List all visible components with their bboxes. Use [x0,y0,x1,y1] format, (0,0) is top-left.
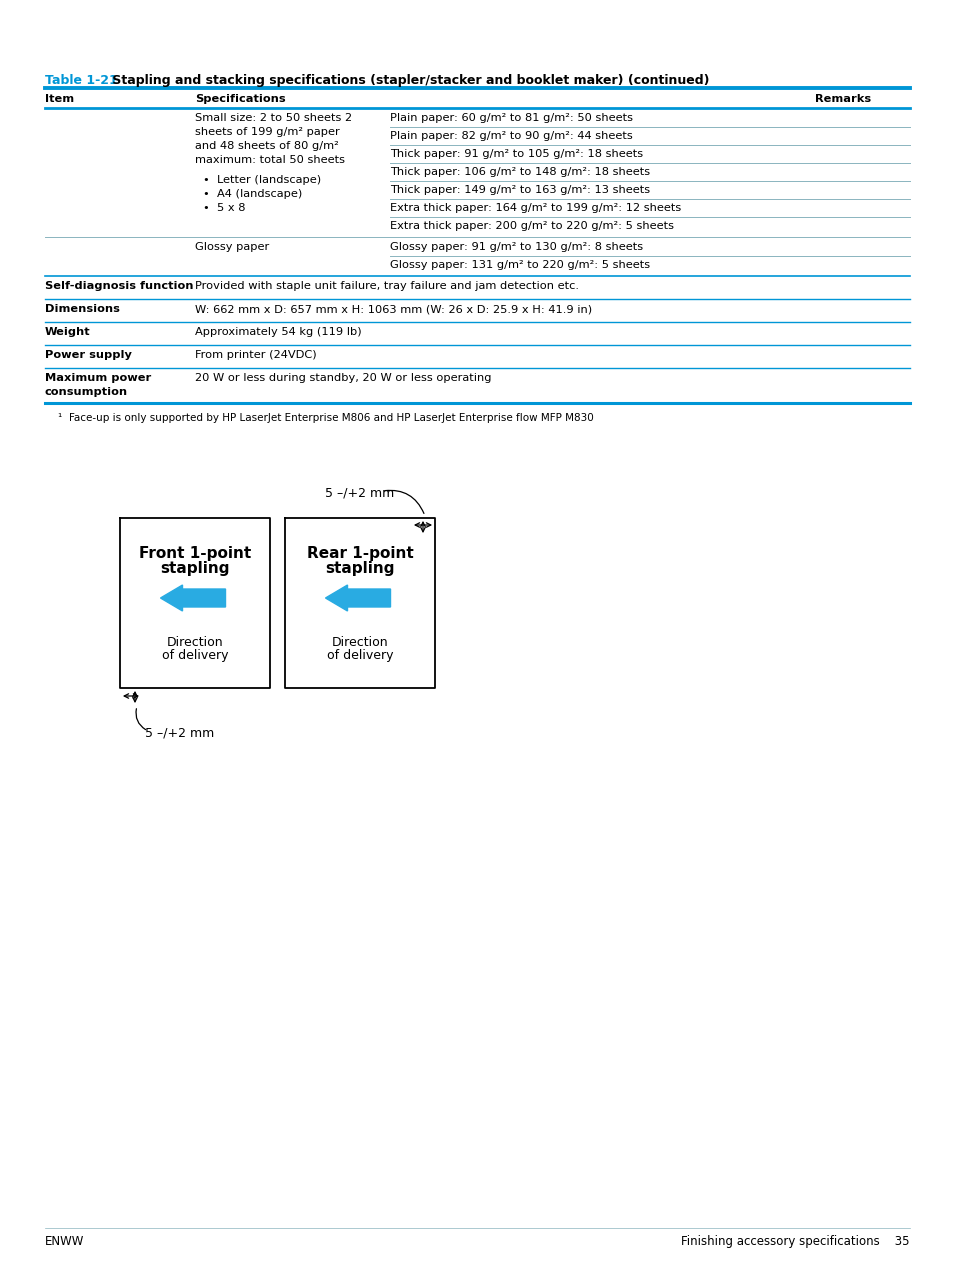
Text: of delivery: of delivery [327,649,393,662]
Text: Glossy paper: 91 g/m² to 130 g/m²: 8 sheets: Glossy paper: 91 g/m² to 130 g/m²: 8 she… [390,243,642,251]
Text: Table 1-21: Table 1-21 [45,74,117,88]
Text: Plain paper: 60 g/m² to 81 g/m²: 50 sheets: Plain paper: 60 g/m² to 81 g/m²: 50 shee… [390,113,633,123]
Text: Provided with staple unit failure, tray failure and jam detection etc.: Provided with staple unit failure, tray … [194,281,578,291]
Text: Rear 1-point: Rear 1-point [306,546,413,561]
Text: Glossy paper: Glossy paper [194,243,269,251]
Text: Thick paper: 91 g/m² to 105 g/m²: 18 sheets: Thick paper: 91 g/m² to 105 g/m²: 18 she… [390,149,642,159]
Text: stapling: stapling [325,561,395,577]
Text: Plain paper: 82 g/m² to 90 g/m²: 44 sheets: Plain paper: 82 g/m² to 90 g/m²: 44 shee… [390,131,632,141]
Text: of delivery: of delivery [162,649,228,662]
Text: Thick paper: 149 g/m² to 163 g/m²: 13 sheets: Thick paper: 149 g/m² to 163 g/m²: 13 sh… [390,185,649,196]
Text: Thick paper: 106 g/m² to 148 g/m²: 18 sheets: Thick paper: 106 g/m² to 148 g/m²: 18 sh… [390,166,649,177]
Text: ¹: ¹ [57,413,61,423]
FancyArrow shape [160,585,225,611]
Text: Extra thick paper: 200 g/m² to 220 g/m²: 5 sheets: Extra thick paper: 200 g/m² to 220 g/m²:… [390,221,673,231]
Text: •  Letter (landscape): • Letter (landscape) [203,175,321,185]
Text: Maximum power: Maximum power [45,373,152,384]
Text: ENWW: ENWW [45,1234,84,1248]
Text: 5 –/+2 mm: 5 –/+2 mm [325,486,394,499]
Text: Approximately 54 kg (119 lb): Approximately 54 kg (119 lb) [194,326,361,337]
Text: From printer (24VDC): From printer (24VDC) [194,351,316,359]
Text: stapling: stapling [160,561,230,577]
Text: Face-up is only supported by HP LaserJet Enterprise M806 and HP LaserJet Enterpr: Face-up is only supported by HP LaserJet… [69,413,593,423]
Text: •  A4 (landscape): • A4 (landscape) [203,189,302,199]
Text: Specifications: Specifications [194,94,285,104]
Text: Extra thick paper: 164 g/m² to 199 g/m²: 12 sheets: Extra thick paper: 164 g/m² to 199 g/m²:… [390,203,680,213]
Text: maximum: total 50 sheets: maximum: total 50 sheets [194,155,345,165]
Text: and 48 sheets of 80 g/m²: and 48 sheets of 80 g/m² [194,141,338,151]
Text: W: 662 mm x D: 657 mm x H: 1063 mm (W: 26 x D: 25.9 x H: 41.9 in): W: 662 mm x D: 657 mm x H: 1063 mm (W: 2… [194,304,592,314]
Text: Self-diagnosis function: Self-diagnosis function [45,281,193,291]
Text: Power supply: Power supply [45,351,132,359]
Text: Remarks: Remarks [814,94,870,104]
Text: consumption: consumption [45,387,128,398]
Text: •  5 x 8: • 5 x 8 [203,203,245,213]
Text: Front 1-point: Front 1-point [139,546,251,561]
Text: Direction: Direction [332,636,388,649]
Text: Item: Item [45,94,74,104]
Text: Glossy paper: 131 g/m² to 220 g/m²: 5 sheets: Glossy paper: 131 g/m² to 220 g/m²: 5 sh… [390,260,649,271]
Text: Finishing accessory specifications    35: Finishing accessory specifications 35 [680,1234,909,1248]
Text: 5 –/+2 mm: 5 –/+2 mm [145,726,214,739]
Text: Stapling and stacking specifications (stapler/stacker and booklet maker) (contin: Stapling and stacking specifications (st… [108,74,709,88]
Text: sheets of 199 g/m² paper: sheets of 199 g/m² paper [194,127,339,137]
Text: Small size: 2 to 50 sheets 2: Small size: 2 to 50 sheets 2 [194,113,352,123]
FancyArrow shape [325,585,390,611]
Text: Dimensions: Dimensions [45,304,120,314]
Text: 20 W or less during standby, 20 W or less operating: 20 W or less during standby, 20 W or les… [194,373,491,384]
Text: Weight: Weight [45,326,91,337]
Text: Direction: Direction [167,636,223,649]
